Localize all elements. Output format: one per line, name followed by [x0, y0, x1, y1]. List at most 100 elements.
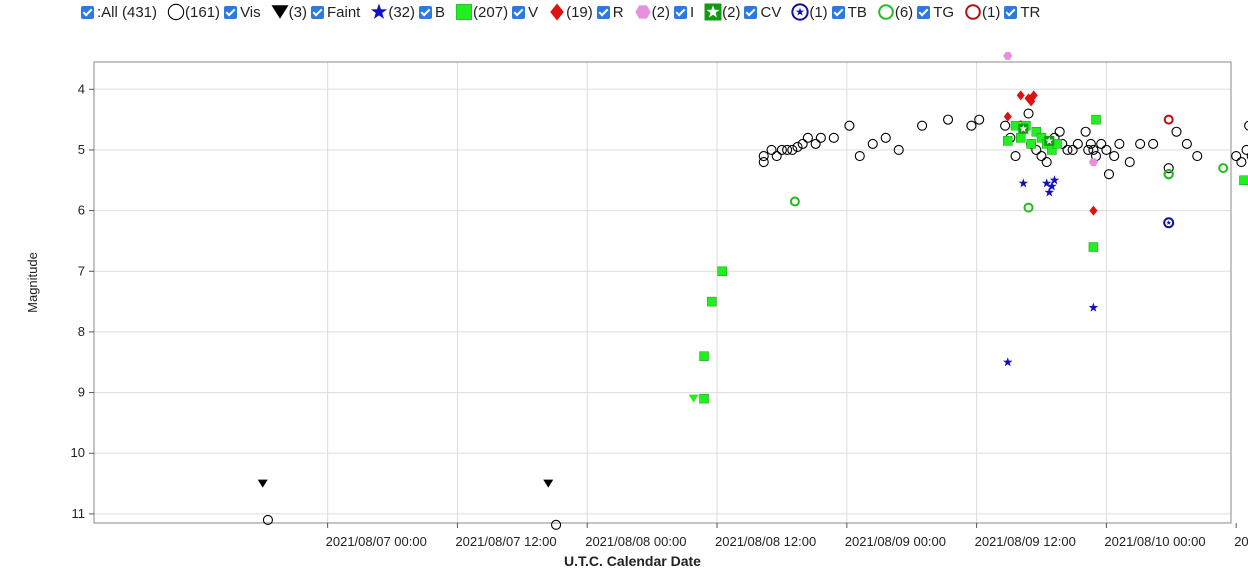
data-point	[1083, 144, 1094, 156]
legend-checkbox[interactable]	[512, 5, 526, 19]
legend-item-tg[interactable]: (6) TG	[877, 3, 964, 21]
legend-symbol-vis	[167, 3, 185, 21]
y-tick-label: 11	[72, 506, 86, 521]
data-point	[1124, 157, 1135, 168]
x-tick-label: 2021/08/10 00:00	[1104, 534, 1205, 549]
legend-all[interactable]: :All (431)	[78, 4, 167, 21]
y-tick-label: 5	[78, 142, 85, 157]
legend-checkbox[interactable]	[310, 5, 324, 19]
y-tick-label: 7	[78, 263, 85, 278]
legend-name: CV	[760, 3, 782, 21]
data-point	[1246, 152, 1248, 160]
data-point	[1047, 181, 1057, 191]
legend-item-i[interactable]: (2) I	[634, 3, 705, 21]
legend-item-faint[interactable]: (3) Faint	[271, 3, 371, 21]
x-tick-label: 2021/08/08 00:00	[585, 534, 686, 549]
data-point	[1003, 52, 1013, 60]
data-point	[1015, 133, 1026, 143]
data-point	[1181, 138, 1192, 149]
data-point	[1241, 144, 1248, 156]
data-point	[880, 132, 891, 143]
legend-name: I	[689, 3, 695, 21]
data-point	[1088, 302, 1099, 312]
data-point	[776, 144, 787, 156]
series-vis	[262, 108, 1248, 530]
legend-symbol-cv	[704, 3, 722, 21]
legend-item-b[interactable]: (32) B	[370, 3, 455, 21]
legend-item-tb[interactable]: (1) TB	[791, 3, 877, 21]
legend-name: B	[435, 3, 446, 21]
legend-item-v[interactable]: (207) V	[455, 3, 548, 21]
legend-count: (19)	[566, 3, 593, 21]
data-point	[867, 138, 878, 149]
data-point	[1029, 90, 1038, 101]
legend-name: R	[612, 3, 624, 21]
data-point	[1049, 175, 1060, 185]
legend-symbol-tr	[965, 4, 981, 20]
series-v	[699, 114, 1248, 404]
data-point	[257, 479, 268, 488]
legend-item-cv[interactable]: (2) CV	[704, 3, 791, 21]
legend-item-r[interactable]: (19) R	[548, 3, 634, 21]
data-point	[1088, 158, 1098, 166]
legend-item-vis[interactable]: (161) Vis	[167, 3, 271, 21]
data-point	[828, 132, 839, 143]
data-point	[543, 479, 554, 488]
data-point	[1109, 150, 1120, 162]
data-point	[1010, 150, 1021, 162]
data-point	[758, 157, 769, 168]
data-point	[1218, 163, 1229, 174]
data-point	[1148, 138, 1159, 149]
data-point	[688, 394, 699, 403]
x-tick-label: 2021/08/07 00:00	[326, 534, 427, 549]
data-point	[815, 132, 826, 143]
data-point	[1103, 169, 1115, 180]
legend-item-tr[interactable]: (1) TR	[964, 3, 1050, 21]
legend-symbol-r	[550, 3, 564, 21]
legend-checkbox[interactable]	[831, 5, 845, 19]
data-point	[1163, 114, 1174, 125]
data-point	[699, 393, 709, 404]
data-point	[1041, 178, 1052, 188]
data-point	[758, 150, 769, 162]
data-point	[1018, 123, 1029, 134]
data-point	[844, 120, 855, 131]
legend-name: Faint	[326, 3, 361, 21]
legend-checkbox[interactable]	[1004, 5, 1018, 19]
legend-checkbox[interactable]	[224, 5, 238, 19]
data-point	[1000, 120, 1011, 131]
data-point	[1062, 144, 1073, 156]
legend-checkbox[interactable]	[673, 5, 687, 19]
legend-symbol-b	[371, 3, 388, 19]
data-point	[1089, 205, 1098, 216]
legend-checkbox[interactable]	[419, 5, 433, 19]
legend-checkbox[interactable]	[917, 5, 931, 19]
y-tick-label: 8	[78, 324, 85, 339]
y-axis-label: Magnitude	[25, 252, 40, 313]
data-point	[1067, 144, 1078, 156]
legend-count: (2)	[722, 3, 741, 21]
data-point	[1192, 150, 1203, 162]
x-tick-label: 2021/08/10 12:00	[1234, 534, 1248, 549]
data-point	[1091, 114, 1101, 125]
legend-name: TB	[847, 3, 867, 21]
data-point	[1096, 138, 1107, 149]
x-axis-label: U.T.C. Calendar Date	[564, 553, 701, 569]
series-i	[1003, 52, 1098, 166]
data-point	[782, 144, 793, 156]
legend-checkbox[interactable]	[744, 5, 758, 19]
legend-name: TG	[933, 3, 955, 21]
legend-all-checkbox[interactable]	[81, 5, 94, 19]
y-tick-label: 4	[78, 81, 85, 96]
legend-count: (1)	[982, 3, 1001, 21]
y-tick-label: 6	[78, 203, 85, 218]
data-point	[1101, 144, 1112, 156]
legend-count: (161)	[185, 3, 221, 21]
legend-checkbox[interactable]	[596, 5, 610, 19]
data-point	[1003, 357, 1013, 367]
series-tb	[1163, 217, 1175, 229]
data-point	[974, 114, 985, 125]
data-point	[1031, 127, 1042, 137]
legend-symbol-v	[456, 4, 472, 20]
data-point	[1023, 108, 1034, 119]
